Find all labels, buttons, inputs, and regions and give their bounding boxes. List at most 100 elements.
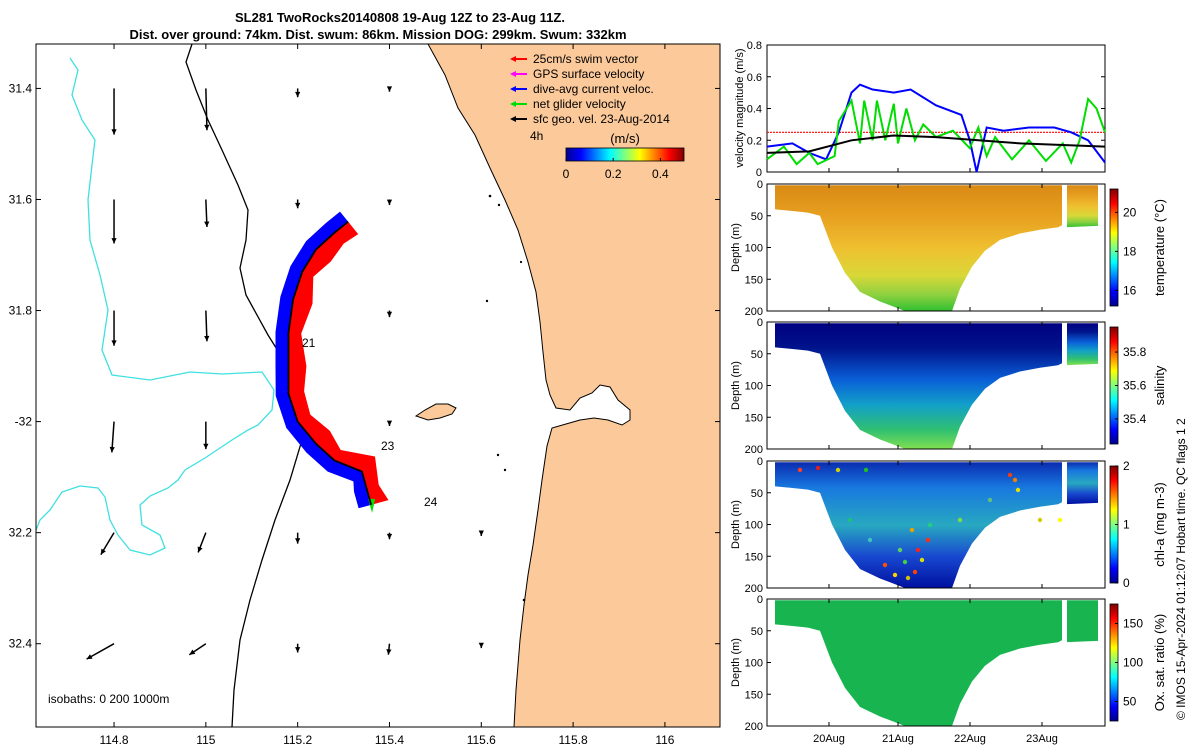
y-tick-label: 31.8 bbox=[9, 304, 33, 318]
geo-vector-head bbox=[386, 86, 393, 92]
depth-tick-label: 50 bbox=[751, 488, 763, 500]
depth-tick-label: 200 bbox=[745, 583, 763, 595]
side-note: © IMOS 15-Apr-2024 01:12:07 Hobart time.… bbox=[1174, 418, 1188, 720]
temperature-panel: 0 50 100 150 200 Depth (m) 20 18 16 temperature (… bbox=[730, 179, 1167, 318]
velocity-y-tick-label: 0.2 bbox=[747, 135, 762, 147]
geo-vector bbox=[111, 310, 117, 346]
chla-panel: 0 50 100 150 200 Depth (m) 2 1 0 chl-a (mg m-3) bbox=[730, 456, 1167, 595]
legend-item: dive-avg current veloc. bbox=[510, 82, 654, 96]
colorbar-tick-label: 16 bbox=[1123, 283, 1137, 297]
y-tick-label: 32.2 bbox=[9, 526, 33, 540]
geo-vector bbox=[386, 532, 393, 540]
salinity-panel: 0 50 100 150 200 Depth (m) 35.8 35.6 35.4 salinit… bbox=[730, 317, 1167, 456]
legend-item: net glider velocity bbox=[510, 97, 626, 111]
depth-tick-label: 100 bbox=[745, 658, 763, 670]
section-data bbox=[775, 323, 1062, 449]
colorbar-tick-label: 150 bbox=[1123, 617, 1143, 631]
colorbar-tick-label: 0 bbox=[563, 167, 570, 181]
chla-dot bbox=[867, 537, 873, 543]
colorbar-label: (m/s) bbox=[610, 131, 640, 146]
geo-vector bbox=[386, 199, 393, 205]
depth-tick-label: 150 bbox=[745, 551, 763, 563]
velocity-y-tick-label: 0.8 bbox=[747, 40, 762, 52]
geo-vector bbox=[478, 530, 484, 536]
time-tick-label: 21Aug bbox=[882, 733, 914, 745]
chla-dot bbox=[909, 527, 915, 533]
colorbar-tick-label: 2 bbox=[1123, 459, 1130, 473]
section-data-block bbox=[1067, 600, 1098, 643]
y-tick-label: 32.4 bbox=[9, 637, 33, 651]
chla-dot bbox=[892, 572, 898, 578]
y-tick-label: 31.4 bbox=[9, 81, 33, 95]
depth-tick-label: 100 bbox=[745, 381, 763, 393]
x-tick-label: 115.8 bbox=[559, 733, 588, 747]
legend-item: 25cm/s swim vector bbox=[510, 52, 638, 66]
chla-dot bbox=[987, 497, 993, 503]
legend-arrowhead bbox=[510, 116, 516, 122]
x-tick-label: 115.6 bbox=[467, 733, 496, 747]
day-label: 23 bbox=[381, 439, 395, 453]
depth-tick-label: 200 bbox=[745, 444, 763, 456]
speed-colorbar bbox=[565, 147, 685, 162]
colorbar-tick-label: 35.4 bbox=[1123, 412, 1147, 426]
chla-dot bbox=[1037, 517, 1043, 523]
velocity-y-tick-label: 0.4 bbox=[747, 104, 762, 116]
geo-vector-head bbox=[100, 548, 106, 555]
geo-vector-head bbox=[295, 91, 301, 98]
depth-tick-label: 200 bbox=[745, 721, 763, 733]
title-line1: SL281 TwoRocks20140808 19-Aug 12Z to 23-… bbox=[235, 10, 565, 25]
depth-tick-label: 150 bbox=[745, 274, 763, 286]
glider-track bbox=[287, 220, 372, 506]
legend-item: sfc geo. vel. 23-Aug-2014 bbox=[510, 112, 670, 126]
chla-dot bbox=[905, 575, 911, 581]
depth-tick-label: 200 bbox=[745, 306, 763, 318]
depth-tick-label: 0 bbox=[757, 179, 763, 191]
colorbar-label: Ox. sat. ratio (%) bbox=[1152, 614, 1167, 712]
title-line2: Dist. over ground: 74km. Dist. swum: 86k… bbox=[129, 27, 626, 42]
colorbar-tick-label: 0.2 bbox=[605, 167, 622, 181]
colorbar-tick-label: 35.6 bbox=[1123, 379, 1147, 393]
isobath-200 bbox=[185, 44, 303, 727]
chla-dot bbox=[863, 467, 869, 473]
geo-vector bbox=[386, 420, 393, 426]
time-tick-label: 23Aug bbox=[1026, 733, 1058, 745]
chla-dot bbox=[1015, 487, 1021, 493]
chla-dot bbox=[1007, 472, 1013, 478]
depth-tick-label: 100 bbox=[745, 520, 763, 532]
chla-dot bbox=[919, 557, 925, 563]
time-tick-label: 20Aug bbox=[813, 733, 845, 745]
current-vector-band bbox=[275, 211, 372, 509]
depth-ylabel: Depth (m) bbox=[730, 223, 742, 272]
geo-vector bbox=[204, 310, 210, 342]
trajectory-map: 21 23 24 isobaths: 0 200 1000m 114.8 115 1… bbox=[9, 43, 721, 747]
geo-vector-head bbox=[204, 335, 210, 342]
geo-vector bbox=[386, 86, 393, 92]
geo-vector bbox=[197, 532, 207, 553]
chla-dot bbox=[927, 522, 933, 528]
colorbar-tick-label: 20 bbox=[1123, 205, 1137, 219]
day-label: 21 bbox=[302, 336, 316, 350]
chla-dot bbox=[847, 517, 853, 523]
time-tick-label: 22Aug bbox=[954, 733, 986, 745]
geo-vector-shaft bbox=[205, 88, 208, 131]
geo-vector-head bbox=[111, 238, 117, 244]
chla-dot bbox=[797, 467, 803, 473]
geo-vector bbox=[111, 199, 117, 244]
glider-track-layer bbox=[275, 211, 389, 513]
chla-dot bbox=[902, 559, 908, 565]
section-data-block bbox=[1067, 185, 1098, 228]
colorbar-tick-label: 1 bbox=[1123, 518, 1130, 532]
geo-vector bbox=[203, 421, 209, 450]
geo-vector bbox=[386, 310, 393, 318]
colorbar-tick-label: 0.4 bbox=[652, 167, 669, 181]
colorbar-tick-label: 0 bbox=[1123, 576, 1130, 590]
geo-vector bbox=[100, 532, 115, 556]
geo-vector-head bbox=[189, 649, 196, 655]
chla-dot bbox=[1012, 477, 1018, 483]
geo-vector-head bbox=[386, 649, 392, 655]
colorbar-tick-label: 35.8 bbox=[1123, 345, 1147, 359]
velocity-series-current bbox=[766, 83, 1106, 173]
geo-vector bbox=[478, 642, 484, 649]
geo-vector bbox=[188, 643, 207, 656]
